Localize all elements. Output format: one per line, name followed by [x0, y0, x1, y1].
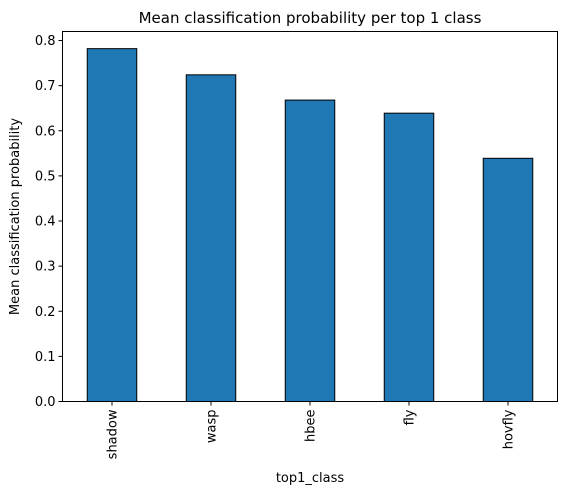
x-tick-label: wasp [205, 410, 220, 444]
bar-shadow [86, 48, 138, 403]
y-tick-label: 0.5 [35, 169, 56, 184]
y-tick-label: 0.2 [35, 305, 56, 320]
y-tick-label: 0.7 [35, 79, 56, 94]
y-tick-label: 0.0 [35, 395, 56, 410]
y-tick-label: 0.3 [35, 260, 56, 275]
x-axis: shadow wasp hbee fly hovfly [106, 401, 517, 459]
bars-group [86, 48, 534, 403]
plot-frame [62, 31, 558, 402]
x-tick-label: shadow [106, 409, 121, 459]
y-tick-label: 0.4 [35, 215, 56, 230]
bar-fly [383, 112, 435, 402]
y-tick-label: 0.8 [35, 34, 56, 49]
chart-title: Mean classification probability per top … [139, 9, 482, 27]
y-axis-title: Mean classification probability [8, 118, 23, 315]
x-tick-label: fly [403, 409, 418, 425]
x-axis-title: top1_class [276, 471, 345, 486]
bar-hovfly [482, 157, 534, 402]
y-tick-label: 0.6 [35, 124, 56, 139]
bar-hbee [284, 99, 336, 403]
y-axis: 0.0 0.1 0.2 0.3 0.4 0.5 0.6 0.7 0.8 [35, 34, 63, 410]
x-tick-label: hbee [304, 410, 319, 443]
y-tick-label: 0.1 [35, 350, 56, 365]
bar-wasp [185, 74, 237, 402]
x-tick-label: hovfly [502, 409, 517, 449]
